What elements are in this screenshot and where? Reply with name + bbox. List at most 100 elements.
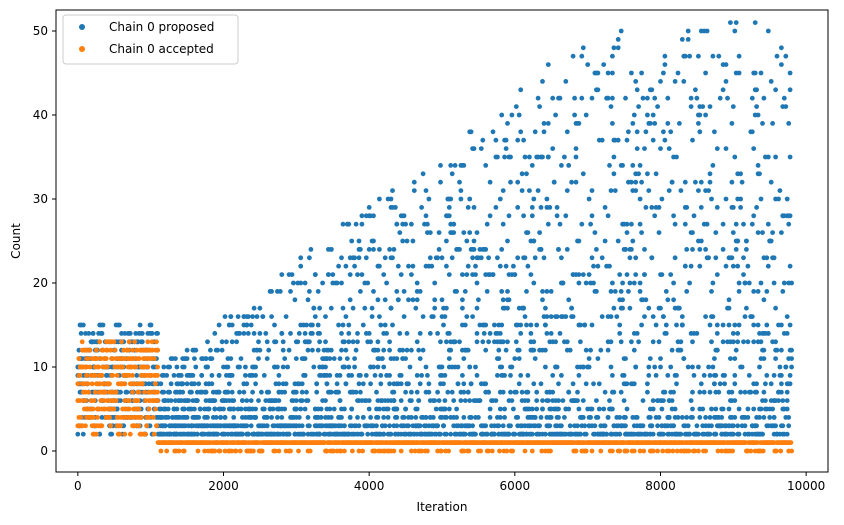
data-point <box>455 381 461 387</box>
data-point <box>707 322 713 328</box>
data-point <box>122 356 128 361</box>
data-point <box>729 179 735 185</box>
data-point <box>339 347 344 353</box>
data-point <box>381 364 387 370</box>
data-point <box>337 398 343 403</box>
data-point <box>168 381 174 387</box>
data-point <box>733 221 739 227</box>
data-point <box>457 179 462 185</box>
data-point <box>754 104 759 109</box>
data-point <box>755 322 761 328</box>
data-point <box>229 373 235 378</box>
data-point <box>610 70 615 76</box>
data-point <box>358 289 363 294</box>
data-point <box>365 431 371 437</box>
data-point <box>496 423 502 429</box>
data-point <box>661 70 666 76</box>
data-point <box>336 263 341 269</box>
data-point <box>735 238 741 244</box>
data-point <box>248 322 254 328</box>
data-point <box>610 95 615 101</box>
data-point <box>690 406 695 412</box>
data-point <box>331 356 337 361</box>
data-point <box>305 347 311 353</box>
data-point <box>112 347 118 353</box>
data-point <box>783 104 789 109</box>
data-point <box>789 280 794 286</box>
data-point <box>723 263 729 269</box>
data-point <box>395 297 401 303</box>
data-point <box>761 389 767 395</box>
data-point <box>305 398 311 403</box>
data-point <box>387 373 392 378</box>
data-point <box>495 373 500 378</box>
data-point <box>765 331 771 336</box>
data-point <box>481 331 487 336</box>
data-point <box>328 415 334 420</box>
data-point <box>640 398 646 403</box>
data-point <box>483 163 489 168</box>
data-point <box>371 289 376 294</box>
data-point <box>384 331 389 336</box>
data-point <box>499 289 505 294</box>
data-point <box>356 448 362 454</box>
data-point <box>307 339 312 345</box>
data-point <box>662 137 668 143</box>
data-point <box>579 221 585 227</box>
data-point <box>532 415 538 420</box>
data-point <box>336 322 341 328</box>
data-point <box>184 415 190 420</box>
data-point <box>531 339 537 345</box>
data-point <box>741 339 746 345</box>
data-point <box>773 448 779 454</box>
data-point <box>720 406 726 412</box>
data-point <box>696 431 701 437</box>
data-point <box>583 381 589 387</box>
data-point <box>618 289 624 294</box>
data-point <box>502 415 507 420</box>
data-point <box>726 322 732 328</box>
data-point <box>237 448 243 454</box>
data-point <box>302 331 308 336</box>
data-point <box>497 331 503 336</box>
data-point <box>736 322 742 328</box>
data-point <box>604 431 609 437</box>
data-point <box>599 255 605 261</box>
data-point <box>132 339 138 345</box>
data-point <box>784 431 790 437</box>
data-point <box>151 431 157 437</box>
data-point <box>519 171 525 177</box>
data-point <box>474 331 480 336</box>
data-point <box>556 381 561 387</box>
data-point <box>85 381 91 387</box>
data-point <box>432 398 438 403</box>
data-point <box>369 314 375 319</box>
data-point <box>669 179 675 185</box>
data-point <box>225 364 231 370</box>
data-point <box>302 373 308 378</box>
data-point <box>650 339 656 345</box>
data-point <box>416 398 422 403</box>
data-point <box>377 314 382 319</box>
data-point <box>516 356 522 361</box>
data-point <box>127 431 133 437</box>
data-point <box>729 255 735 261</box>
data-point <box>432 305 438 311</box>
data-point <box>751 322 757 328</box>
data-point <box>107 381 112 387</box>
data-point <box>658 79 663 84</box>
data-point <box>700 406 706 412</box>
data-point <box>787 322 793 328</box>
data-point <box>100 381 106 387</box>
data-point <box>192 406 197 412</box>
data-point <box>764 373 770 378</box>
data-point <box>669 347 675 353</box>
data-point <box>686 448 692 454</box>
data-point <box>184 381 190 387</box>
data-point <box>353 221 359 227</box>
data-point <box>98 398 104 403</box>
data-point <box>601 406 607 412</box>
data-point <box>698 238 704 244</box>
data-point <box>735 263 741 269</box>
data-point <box>653 322 659 328</box>
